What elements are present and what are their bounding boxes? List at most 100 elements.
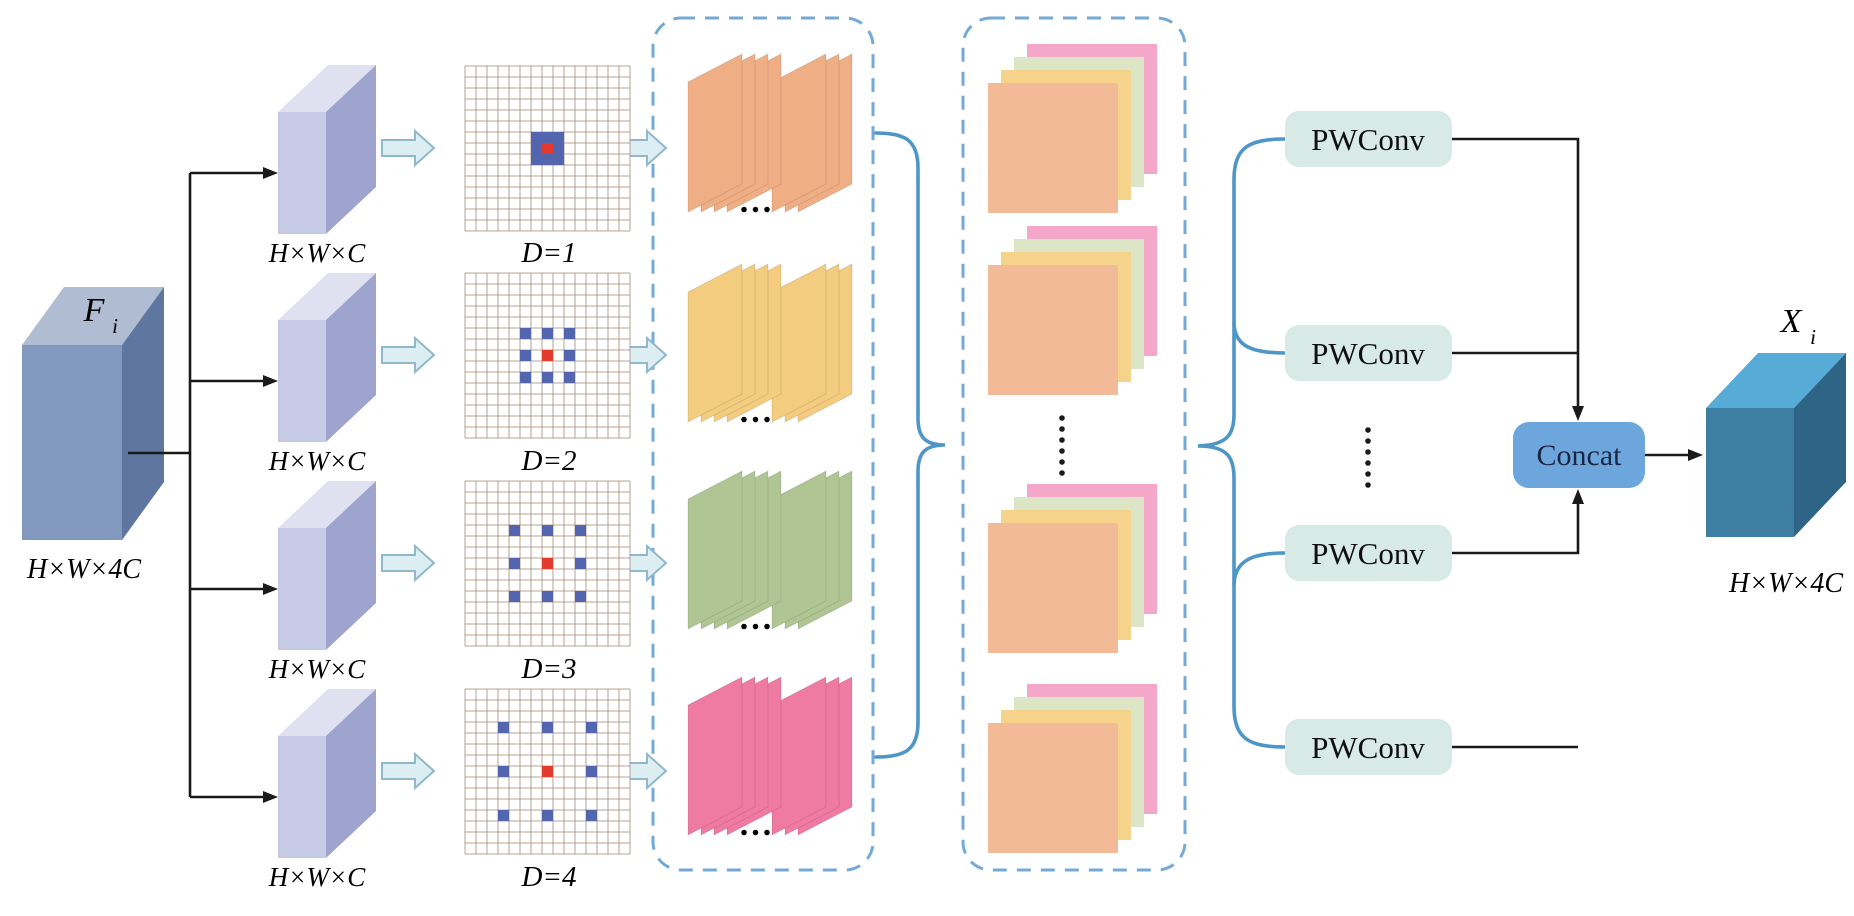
kernel-cell: [586, 722, 597, 733]
flow-arrows: [381, 128, 668, 791]
regrouped-features-dashed-box: [961, 16, 1187, 872]
split-slab-1: [278, 65, 376, 234]
pwconv-label: PWConv: [1311, 730, 1425, 765]
regroup-layer: [988, 723, 1118, 853]
dilated-kernel-grid-d4: [464, 688, 631, 855]
concat-connectors: [1452, 137, 1703, 749]
split-slab-3: [278, 481, 376, 650]
dilated-features-dashed-box: [651, 16, 875, 872]
feature-sheet: [687, 470, 743, 630]
kernel-cell: [531, 154, 542, 165]
ellipsis-dot: [1365, 427, 1371, 433]
pwconv-label: PWConv: [1311, 536, 1425, 571]
flow-arrow-icon: [381, 751, 436, 791]
kernel-cell: [542, 372, 553, 383]
slab-dims-label-2: H×W×C: [268, 446, 366, 476]
slab-dims-label-4: H×W×C: [268, 862, 366, 892]
kernel-center-cell: [542, 143, 553, 154]
kernel-cell: [542, 154, 553, 165]
dilation-label-2: D=2: [520, 445, 576, 477]
feature-sheet: [687, 263, 743, 423]
feature-stack-d3: [687, 470, 853, 630]
kernel-cell: [498, 766, 509, 777]
kernel-cell: [575, 525, 586, 536]
kernel-cell: [542, 328, 553, 339]
stack-ellipsis: ...: [740, 393, 775, 430]
regroup-layer: [988, 265, 1118, 395]
dilation-label-4: D=4: [520, 861, 576, 893]
ellipsis-dot: [1059, 415, 1065, 421]
arrowhead: [1688, 449, 1703, 461]
arrowhead: [263, 167, 278, 179]
cube-front-face: [1706, 408, 1794, 537]
pwconv-bracket: [1197, 137, 1287, 749]
pwconv-box-1: PWConv: [1285, 111, 1452, 167]
arrowhead: [263, 583, 278, 595]
kernel-cell: [553, 132, 564, 143]
flow-arrow-icon: [381, 543, 436, 583]
dilation-label-3: D=3: [520, 653, 576, 685]
kernel-center-cell: [542, 350, 553, 361]
ellipsis-dot: [1059, 448, 1065, 454]
input-symbol-label: F: [83, 292, 106, 329]
kernel-cell: [520, 372, 531, 383]
arrowhead: [263, 791, 278, 803]
stack-ellipsis: ...: [740, 600, 775, 637]
feature-stack-d2: [687, 263, 853, 423]
cube-top-face: [22, 287, 164, 345]
input-dims-label: H×W×4C: [26, 554, 141, 585]
kernel-cell: [509, 525, 520, 536]
kernel-cell: [531, 143, 542, 154]
ellipsis-dot: [1059, 459, 1065, 465]
input-symbol-subscript: i: [112, 314, 118, 338]
ellipsis-dot: [1059, 437, 1065, 443]
split-slab-4: [278, 689, 376, 858]
kernel-center-cell: [542, 558, 553, 569]
kernel-cell: [553, 154, 564, 165]
feature-stack-d4: [687, 676, 853, 836]
cube-top-face: [1706, 353, 1846, 408]
stack-ellipsis: ...: [740, 183, 775, 220]
output-dims-label: H×W×4C: [1728, 568, 1843, 599]
concat-label: Concat: [1537, 439, 1623, 472]
output-symbol-label: X: [1779, 303, 1803, 340]
kernel-cell: [542, 810, 553, 821]
dilated-kernel-grid-d3: [464, 480, 631, 647]
kernel-cell: [542, 722, 553, 733]
regroup-vertical-ellipsis: [1059, 415, 1065, 476]
kernel-cell: [520, 350, 531, 361]
pwconv-box-2: PWConv: [1285, 325, 1452, 381]
split-slab-2: [278, 273, 376, 442]
kernel-cell: [520, 328, 531, 339]
pwconv-box-4: PWConv: [1285, 719, 1452, 775]
dilated-kernel-grid-d1: [464, 65, 631, 232]
kernel-cell: [509, 558, 520, 569]
regrouped-maps-3: [988, 484, 1157, 653]
regroup-layer: [988, 83, 1118, 213]
ellipsis-dot: [1365, 449, 1371, 455]
kernel-cell: [575, 591, 586, 602]
pwconv-label: PWConv: [1311, 122, 1425, 157]
dilation-label-1: D=1: [520, 237, 576, 269]
branch-connectors: [128, 167, 278, 803]
pwconv-box-3: PWConv: [1285, 525, 1452, 581]
flow-arrow-icon: [381, 335, 436, 375]
kernel-cell: [509, 591, 520, 602]
output-symbol-subscript: i: [1810, 325, 1816, 349]
dilated-kernel-grid-d2: [464, 272, 631, 439]
kernel-cell: [553, 143, 564, 154]
ellipsis-dot: [1059, 426, 1065, 432]
kernel-center-cell: [542, 766, 553, 777]
pwconv-label: PWConv: [1311, 336, 1425, 371]
kernel-cell: [564, 328, 575, 339]
feature-sheet: [687, 53, 743, 213]
slab-dims-label-3: H×W×C: [268, 654, 366, 684]
kernel-cell: [564, 372, 575, 383]
cube-side-face: [1794, 353, 1846, 537]
slab-dims-label-1: H×W×C: [268, 238, 366, 268]
cube-front-face: [22, 345, 122, 540]
regroup-layer: [988, 523, 1118, 653]
stack-ellipsis: ...: [740, 806, 775, 843]
